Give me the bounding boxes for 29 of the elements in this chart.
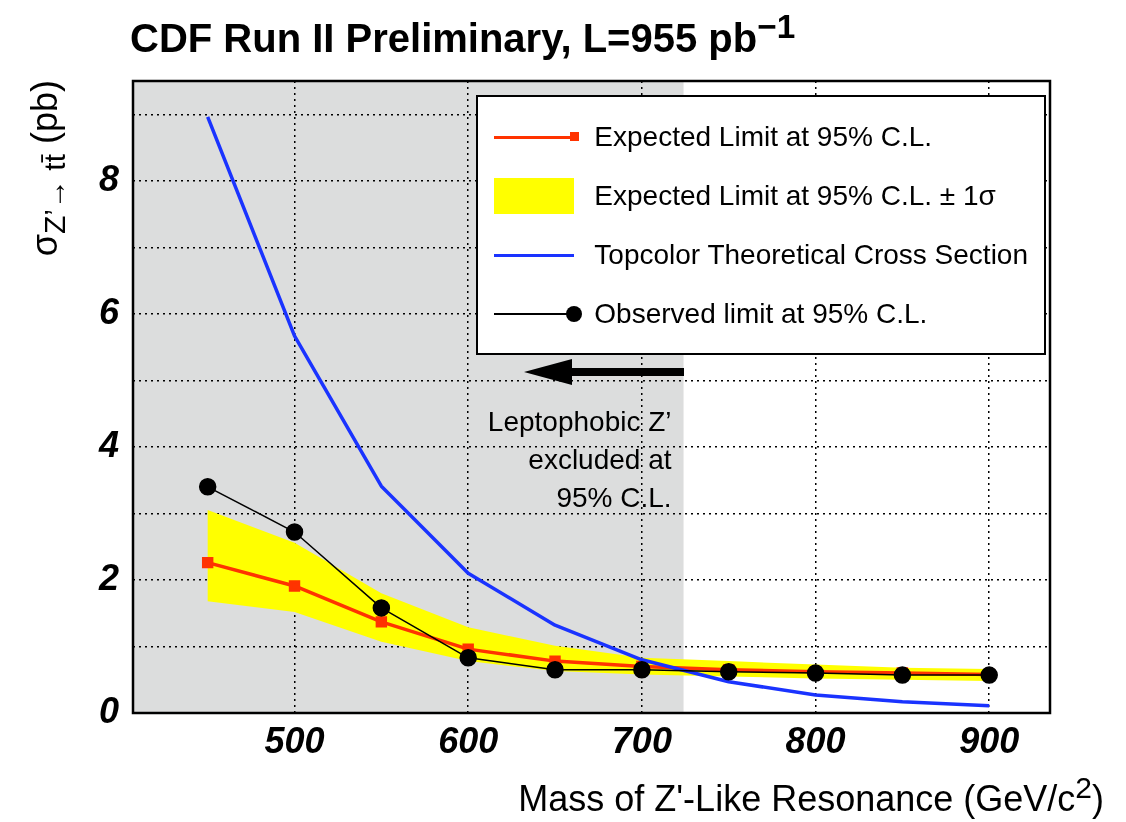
point [893,666,912,684]
x-tick-label: 900 [959,719,1020,761]
legend-label: Topcolor Theoretical Cross Section [594,238,1028,271]
y-tick-label: 4 [97,423,119,465]
x-tick-label: 700 [611,719,672,761]
point [201,556,214,569]
chart-title: CDF Run II Preliminary, L=955 pb$^{−1}$ [130,8,796,62]
x-tick-label: 600 [438,719,499,761]
legend-label: Observed limit at 95% C.L. [594,297,928,330]
point [285,523,304,541]
point [806,664,825,682]
y-tick-label: 2 [97,556,119,598]
point [198,478,217,496]
x-tick-label: 800 [785,719,846,761]
point [372,599,391,617]
point [633,661,651,679]
point [546,661,564,679]
x-axis-title: Mass of Z'-Like Resonance (GeV/c$^{2}$) [518,771,1104,820]
y-tick-label: 0 [98,689,119,731]
point [375,616,388,628]
point [459,649,477,667]
point [288,580,301,592]
y-tick-label: 8 [98,157,119,199]
legend-label: Expected Limit at 95% C.L. ± 1σ [594,179,996,212]
band-label: Leptophobic Z’ excluded at 95% C.L. [487,406,672,514]
legend-label: Expected Limit at 95% C.L. [594,120,933,153]
x-tick-label: 500 [264,719,325,761]
y-tick-label: 6 [98,290,120,332]
point [719,663,738,681]
